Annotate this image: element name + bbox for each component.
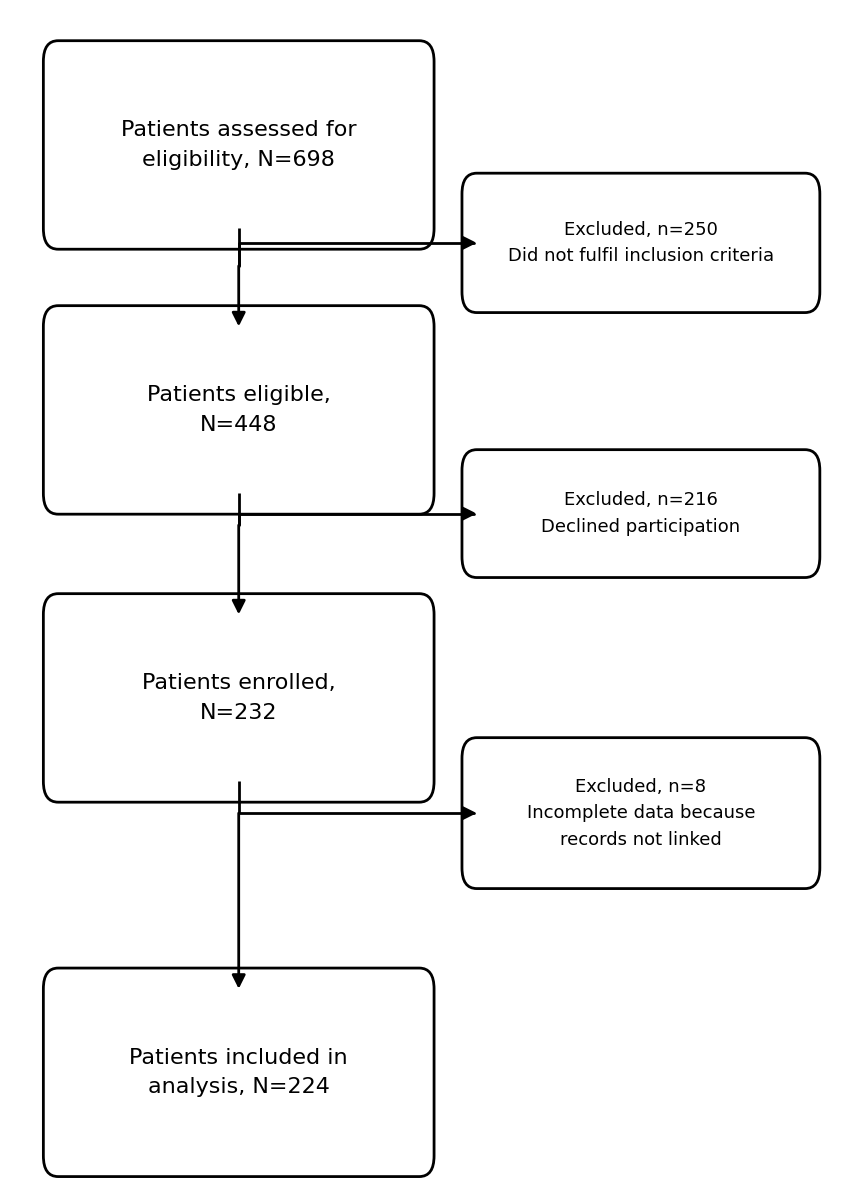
FancyBboxPatch shape (462, 738, 820, 888)
Text: Excluded, n=216
Declined participation: Excluded, n=216 Declined participation (541, 492, 740, 535)
Text: Patients eligible,
N=448: Patients eligible, N=448 (147, 385, 331, 434)
FancyBboxPatch shape (44, 968, 434, 1176)
Text: Patients assessed for
eligibility, N=698: Patients assessed for eligibility, N=698 (121, 120, 357, 169)
FancyBboxPatch shape (462, 450, 820, 577)
FancyBboxPatch shape (462, 173, 820, 312)
FancyBboxPatch shape (44, 594, 434, 802)
Text: Patients enrolled,
N=232: Patients enrolled, N=232 (142, 673, 335, 722)
FancyBboxPatch shape (44, 306, 434, 514)
FancyBboxPatch shape (44, 41, 434, 250)
Text: Excluded, n=8
Incomplete data because
records not linked: Excluded, n=8 Incomplete data because re… (527, 778, 755, 848)
Text: Patients included in
analysis, N=224: Patients included in analysis, N=224 (129, 1048, 348, 1097)
Text: Excluded, n=250
Did not fulfil inclusion criteria: Excluded, n=250 Did not fulfil inclusion… (508, 221, 774, 265)
